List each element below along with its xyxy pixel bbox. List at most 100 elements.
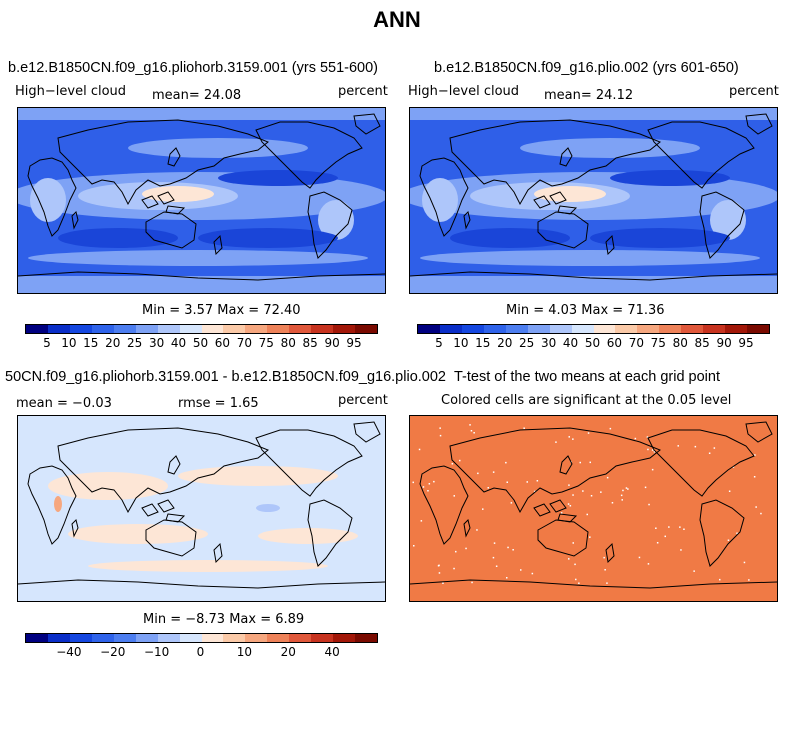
colorbar-swatch [267,634,290,642]
panel-a-units: percent [338,84,388,99]
insignificant-cell [625,487,628,489]
coastline [463,211,471,230]
insignificant-cell [609,427,612,430]
insignificant-cell [708,452,711,454]
insignificant-cell [437,565,440,567]
colorbar-label: 10 [61,336,77,350]
colorbar-swatch [135,325,158,333]
coastline [57,427,269,514]
colorbar-label: 80 [672,336,688,350]
insignificant-cell [644,486,647,489]
insignificant-cell [753,476,756,478]
colorbar-label: 5 [43,336,51,350]
coastline [57,119,269,206]
colorbar-swatch [637,325,660,333]
insignificant-cell [471,581,473,584]
colorbar-label: 70 [628,336,645,350]
background-fill [18,108,385,120]
colorbar-swatch [26,325,48,333]
coastline [157,191,175,205]
coastline [463,519,471,538]
subtropical-minimum [590,228,730,248]
colorbar-swatch [333,325,356,333]
background-fill [410,108,777,120]
coastline [533,503,551,517]
panel-d-title: T-test of the two means at each grid poi… [454,369,720,385]
amazon-cloud-region [710,200,746,240]
panel-a-map [17,107,386,294]
insignificant-cell [572,542,574,544]
colorbar-label: 5 [435,336,443,350]
insignificant-cell [428,483,431,485]
panel-b-colorbar [417,324,770,334]
colorbar-label: 10 [236,645,253,659]
coastline [559,147,573,167]
insignificant-cell [459,459,461,462]
colorbar-label: 90 [716,336,732,350]
colorbar-swatch [725,325,748,333]
colorbar-swatch [311,325,334,333]
background-fill [410,416,777,601]
panel-d-map [409,415,778,602]
negative-anomaly [256,504,280,512]
colorbar-swatch [201,325,224,333]
panel-a-minmax: Min = 3.57 Max = 72.40 [142,303,301,318]
colorbar-swatch [439,325,462,333]
colorbar-swatch [747,325,769,333]
colorbar-label: −10 [143,645,170,659]
insignificant-cell [477,472,479,475]
colorbar-label: 50 [192,336,209,350]
insignificant-cell [590,495,593,497]
subtropical-minimum [58,228,178,248]
insignificant-cell [679,526,681,528]
colorbar-swatch [201,634,224,642]
colorbar-swatch [505,325,528,333]
colorbar-label: 75 [258,336,274,350]
coastline [18,579,385,589]
insignificant-cell [526,481,528,483]
insignificant-cell [587,432,590,434]
coastline [537,519,589,557]
panel-b-title: b.e12.B1850CN.f09_g16.plio.002 (yrs 601-… [434,60,739,76]
insignificant-cell [572,438,574,440]
insignificant-cell [668,526,670,528]
colorbar-swatch [113,634,136,642]
coastline [533,195,551,209]
colorbar-swatch [267,325,290,333]
coastline [419,157,469,237]
insignificant-cell [412,481,414,484]
coastline [307,499,353,567]
positive-anomaly-strong [54,496,62,512]
colorbar-swatch [355,634,377,642]
colorbar-swatch [681,325,704,333]
subtropical-minimum [218,170,338,186]
coastline [353,421,381,443]
insignificant-cell [578,582,580,584]
colorbar-label: 60 [606,336,623,350]
coastline [213,234,223,256]
colorbar-label: 40 [562,336,579,350]
insignificant-cell [568,436,570,438]
insignificant-cell [420,520,423,522]
coastline [71,211,79,230]
insignificant-cell [574,563,576,566]
insignificant-cell [646,436,649,438]
insignificant-cell [651,449,654,451]
insignificant-cell [603,556,605,559]
insignificant-cell [728,490,731,492]
panel-c-mean: mean = −0.03 [16,396,112,411]
background-fill [410,276,777,293]
coastline [410,271,777,281]
colorbar-label: 95 [346,336,362,350]
panel-c-map [17,415,386,602]
insignificant-cell [507,546,509,549]
positive-anomaly [258,528,358,544]
colorbar-swatch [47,325,70,333]
insignificant-cell [653,451,656,453]
panel-b-variable: High−level cloud [408,84,520,99]
insignificant-cell [568,484,570,486]
insignificant-cell [664,535,666,538]
panel-c-colorbar [25,633,378,643]
insignificant-cell [531,572,534,575]
high-cloud-maximum [534,186,606,202]
